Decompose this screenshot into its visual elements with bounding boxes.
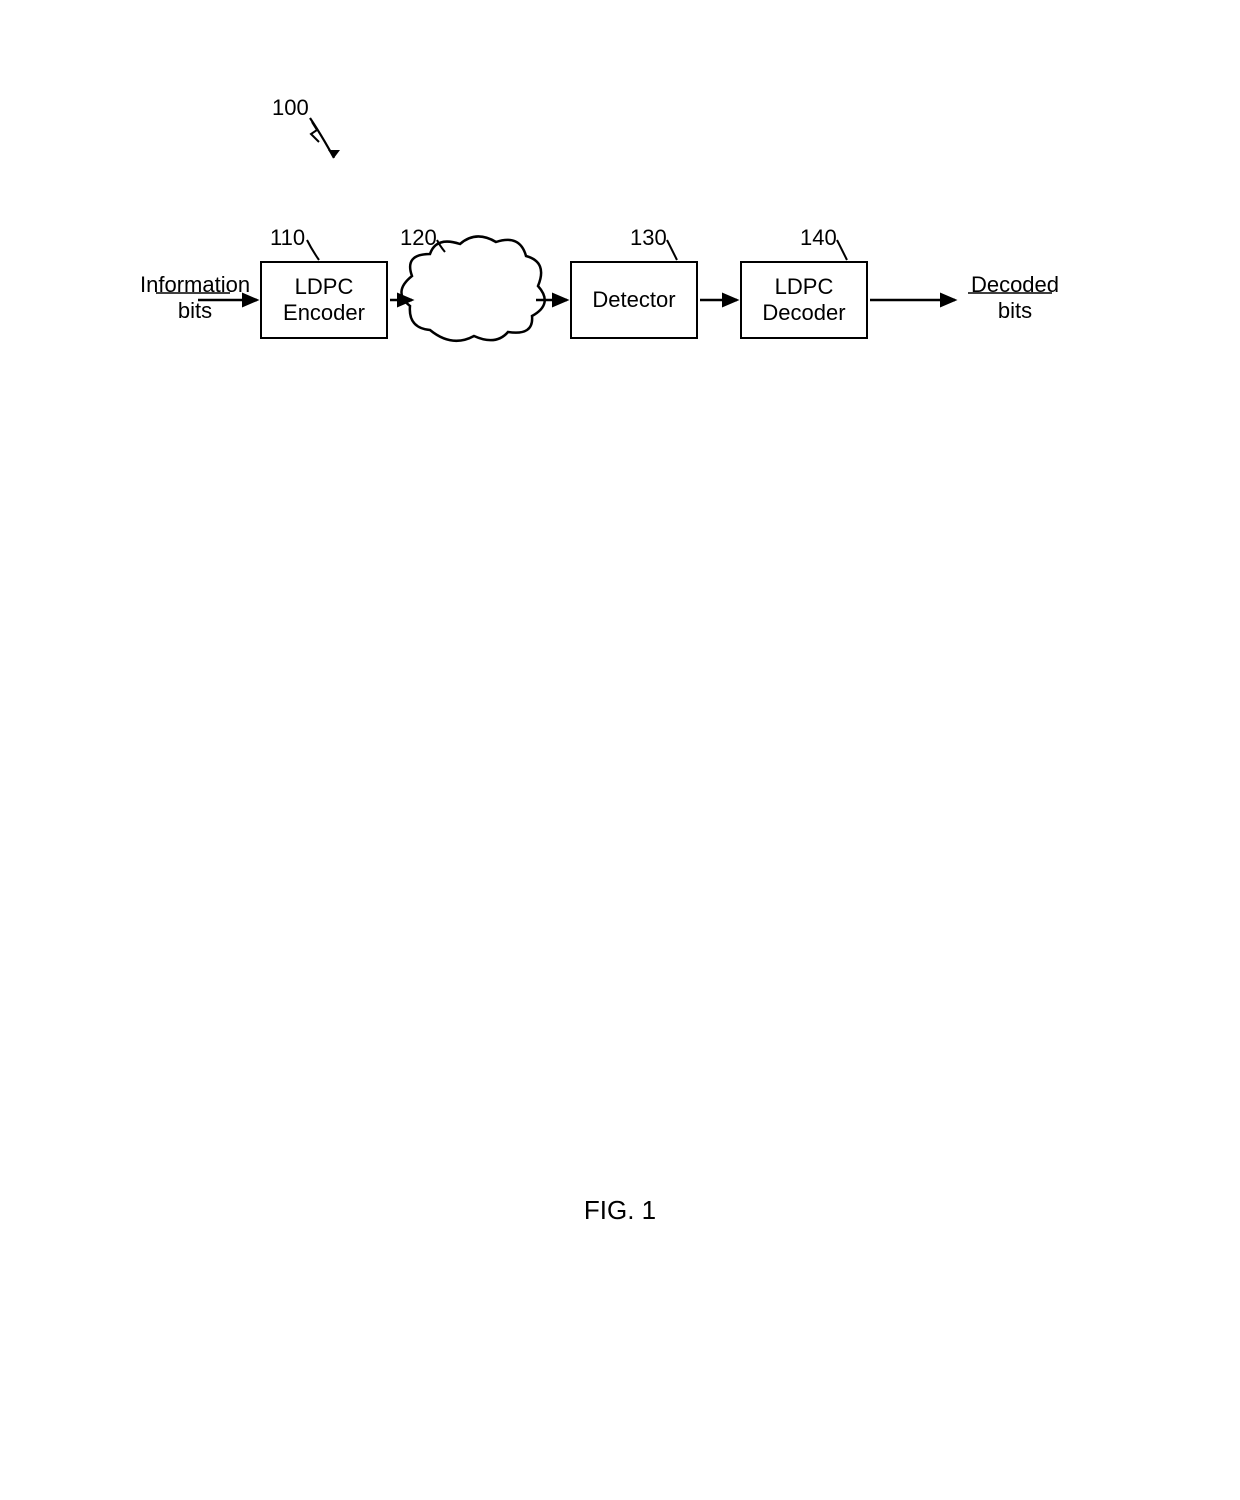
leader-130 (667, 240, 677, 260)
channel-ref: 120 (400, 225, 437, 251)
input-label-text: Information bits (140, 272, 250, 323)
diagram-canvas: 100 Information bits LDPC Encoder 110 St… (0, 0, 1240, 1500)
channel-ref-text: 120 (400, 225, 437, 250)
decoder-block: LDPC Decoder (740, 261, 868, 339)
decoder-ref-text: 140 (800, 225, 837, 250)
encoder-block: LDPC Encoder (260, 261, 388, 339)
decoder-text: LDPC Decoder (762, 274, 845, 327)
channel-text: Storage System/ Channel (434, 258, 512, 329)
overlay-svg (0, 0, 1240, 1500)
encoder-text: LDPC Encoder (283, 274, 365, 327)
leader-100-head (328, 150, 340, 158)
leader-140 (837, 240, 847, 260)
leader-100-zig (311, 122, 319, 142)
figure-caption: FIG. 1 (0, 1195, 1240, 1226)
detector-ref: 130 (630, 225, 667, 251)
encoder-ref-text: 110 (270, 225, 305, 250)
leader-120 (437, 240, 445, 252)
encoder-ref: 110 (270, 225, 305, 251)
decoder-ref: 140 (800, 225, 837, 251)
system-ref-label: 100 (272, 95, 309, 121)
leader-100 (310, 118, 334, 158)
output-label: Decoded bits (960, 272, 1070, 325)
detector-text: Detector (592, 287, 675, 313)
input-label: Information bits (140, 272, 250, 325)
detector-ref-text: 130 (630, 225, 667, 250)
channel-text-container: Storage System/ Channel (414, 258, 532, 330)
system-ref-text: 100 (272, 95, 309, 120)
detector-block: Detector (570, 261, 698, 339)
figure-caption-text: FIG. 1 (584, 1195, 656, 1225)
leader-110 (307, 240, 319, 260)
output-label-text: Decoded bits (971, 272, 1059, 323)
